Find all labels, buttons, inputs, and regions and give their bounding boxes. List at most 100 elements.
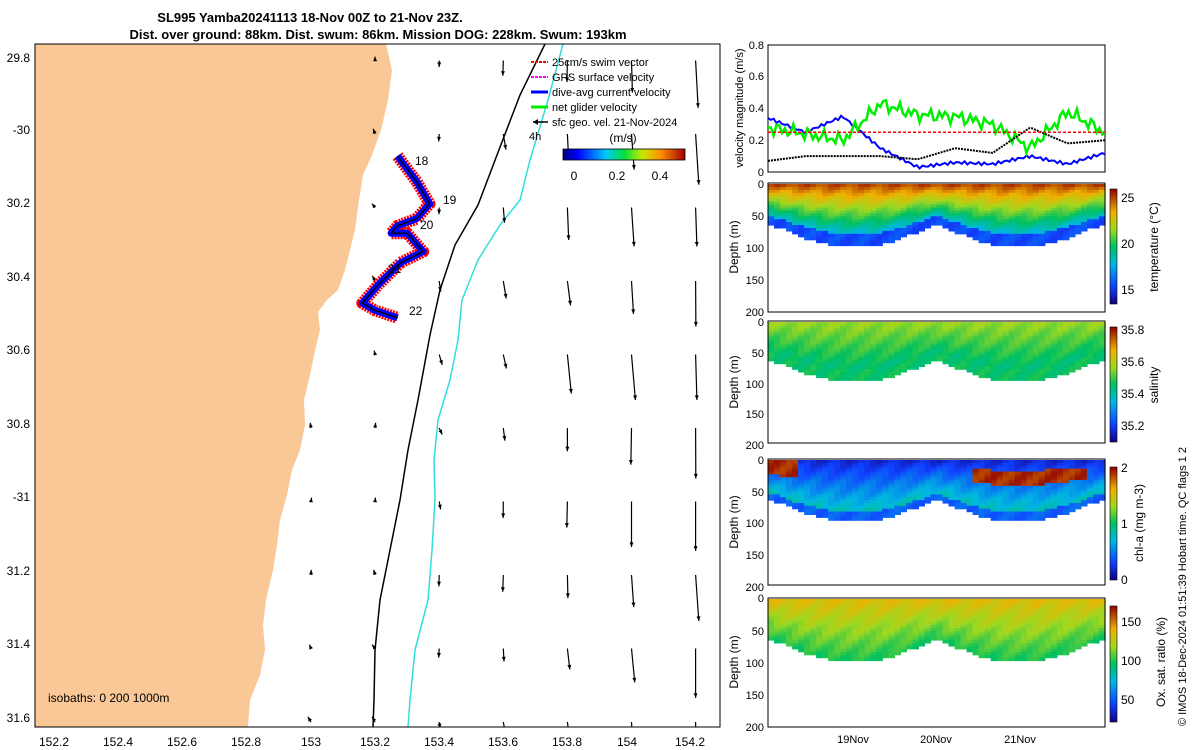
section-cell — [1002, 657, 1010, 662]
section-cell — [1080, 616, 1088, 621]
section-cell — [1093, 207, 1100, 211]
section-cell — [1099, 198, 1106, 203]
section-cell — [894, 192, 901, 197]
section-cell — [822, 355, 829, 359]
section-cell — [906, 219, 913, 223]
map-xtick: 152.4 — [103, 735, 133, 749]
section-cell — [882, 488, 889, 493]
section-cell — [1014, 471, 1022, 475]
section-cell — [1044, 363, 1052, 367]
section-cell — [792, 322, 799, 326]
section-cell — [1062, 613, 1070, 618]
section-cell — [1080, 503, 1088, 507]
section-cell — [882, 228, 889, 232]
section-cell — [1080, 355, 1088, 359]
section-cell — [954, 468, 962, 473]
section-cell — [1074, 619, 1082, 623]
section-cell — [894, 335, 901, 340]
section-cell — [978, 460, 986, 464]
section-cell — [864, 213, 871, 217]
section-cell — [1026, 349, 1034, 354]
section-cell — [1062, 474, 1070, 478]
section-cell — [864, 505, 871, 510]
section-cell — [960, 610, 968, 615]
section-cell — [1014, 517, 1022, 521]
section-cell — [978, 210, 986, 214]
section-cell — [858, 485, 865, 490]
section-cell — [1032, 207, 1040, 211]
section-cell — [996, 225, 1004, 229]
section-cell — [1032, 477, 1040, 481]
section-cell — [930, 601, 938, 606]
section-cell — [1038, 622, 1046, 626]
section-cell — [954, 363, 962, 367]
section-cell — [1062, 210, 1070, 214]
section-cell — [936, 213, 944, 217]
section-cell — [876, 333, 883, 337]
section-cell — [924, 616, 932, 621]
section-cell — [1050, 204, 1058, 208]
section-cell — [936, 604, 944, 609]
section-cell — [978, 222, 986, 226]
section-cell — [912, 341, 919, 345]
section-cell — [870, 213, 877, 217]
section-cell — [882, 645, 889, 650]
section-cell — [930, 330, 938, 334]
section-cell — [990, 242, 998, 247]
section-cell — [876, 607, 883, 612]
section-cell — [1008, 330, 1016, 334]
section-cell — [864, 631, 871, 635]
section-cell — [900, 485, 907, 490]
map-xtick: 152.2 — [39, 735, 69, 749]
section-cell — [996, 485, 1004, 490]
section-cell — [870, 338, 877, 342]
section-cell — [906, 338, 913, 342]
section-cell — [840, 366, 847, 370]
section-cell — [1068, 477, 1076, 481]
section-cell — [780, 338, 787, 342]
section-cell — [840, 186, 847, 191]
section-cell — [1093, 494, 1100, 498]
section-cell — [1044, 210, 1052, 214]
section-cell — [894, 338, 901, 342]
section-cell — [1068, 341, 1076, 345]
section-cell — [810, 651, 817, 656]
section-cell — [840, 648, 847, 653]
section-cell — [972, 204, 980, 208]
section-cell — [1032, 352, 1040, 356]
section-cell — [1044, 216, 1052, 220]
section-cell — [852, 503, 859, 507]
section-cell — [1020, 363, 1028, 367]
section-cell — [1050, 604, 1058, 609]
section-cell — [1008, 607, 1016, 612]
section-cell — [1068, 204, 1076, 208]
section-cell — [924, 460, 932, 464]
section-cell — [864, 607, 871, 612]
section-cell — [822, 477, 829, 481]
section-cell — [846, 371, 853, 376]
section-cell — [1008, 184, 1016, 188]
section-cell — [1050, 230, 1058, 235]
chlorophyll-colorbar — [1109, 466, 1118, 581]
section-cell — [780, 330, 787, 334]
section-cell — [930, 341, 938, 345]
section-cell — [948, 619, 956, 623]
section-cell — [768, 219, 775, 223]
section-cell — [768, 599, 775, 603]
section-cell — [768, 465, 775, 470]
section-cell — [1014, 619, 1022, 623]
section-cell — [882, 511, 889, 515]
section-cell — [912, 344, 919, 348]
section-cell — [1020, 634, 1028, 638]
section-cell — [822, 643, 829, 647]
section-cell — [918, 485, 925, 490]
section-cell — [1080, 613, 1088, 618]
section-cell — [972, 477, 980, 481]
section-cell — [882, 222, 889, 226]
section-cell — [1020, 210, 1028, 214]
section-cell — [924, 497, 932, 501]
section-cell — [1032, 482, 1040, 487]
section-cell — [1068, 233, 1076, 238]
section-cell — [876, 322, 883, 326]
section-cell — [936, 474, 944, 478]
